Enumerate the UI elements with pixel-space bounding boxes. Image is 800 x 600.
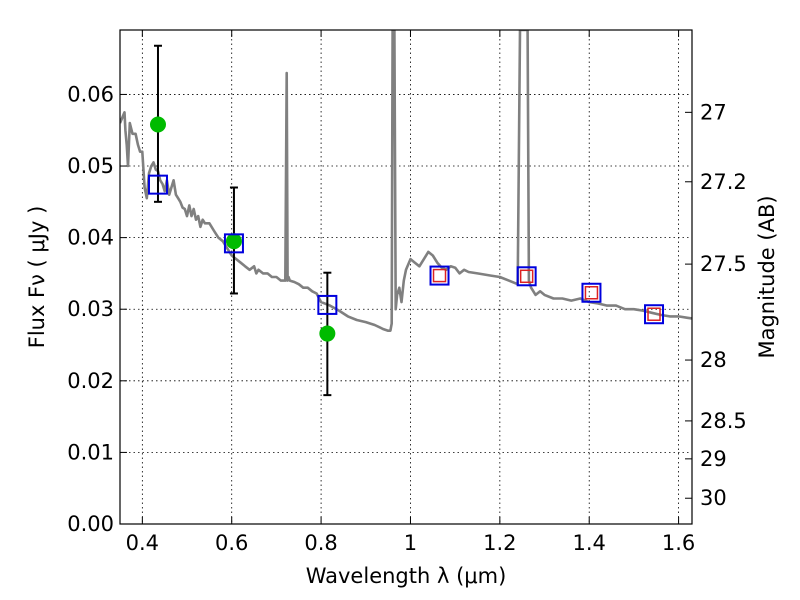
x-tick-label: 0.6: [215, 531, 248, 555]
observed-point: [225, 233, 242, 250]
model-square-marker: [429, 265, 450, 286]
predicted-square-marker: [519, 269, 534, 284]
y-tick-label: 0.04: [67, 226, 114, 250]
y2-axis-label: Magnitude (AB): [755, 195, 779, 358]
marker-layer: [147, 44, 665, 397]
model-square-marker: [516, 266, 537, 287]
plot-area-background: [120, 30, 692, 524]
y2-tick-label: 28.5: [700, 409, 747, 433]
predicted-square-marker: [432, 268, 447, 283]
y2-tick-label: 27.5: [700, 252, 747, 276]
y-tick-label: 0.05: [67, 154, 114, 178]
y2-tick-label: 28: [700, 348, 727, 372]
x-axis-label: Wavelength λ (μm): [306, 564, 507, 588]
y2-tick-label: 30: [700, 486, 727, 510]
y-axis-label: Flux Fν ( μJy ): [25, 206, 49, 349]
model-sed-line: [120, 30, 692, 332]
predicted-square-marker: [647, 307, 661, 321]
y-tick-label: 0.01: [67, 440, 114, 464]
x-tick-label: 0.4: [126, 531, 159, 555]
x-tick-label: 1.4: [573, 531, 606, 555]
model-square-marker: [317, 294, 338, 315]
x-tick-label: 1: [404, 531, 417, 555]
model-square-marker: [147, 174, 168, 195]
x-tick-label: 0.8: [304, 531, 337, 555]
y-tick-label: 0.00: [67, 512, 114, 536]
x-tick-label: 1.2: [483, 531, 516, 555]
observed-point: [149, 116, 166, 133]
y2-tick-label: 27: [700, 100, 727, 124]
y2-tick-label: 27.2: [700, 170, 747, 194]
plot-frame: [119, 29, 693, 525]
model-square-marker: [223, 233, 244, 254]
predicted-square-marker: [584, 286, 599, 300]
y2-tick-label: 29: [700, 447, 727, 471]
plot-layer: [120, 30, 692, 332]
observed-point: [319, 325, 336, 342]
y-tick-label: 0.02: [67, 369, 114, 393]
model-square-marker: [644, 304, 665, 325]
y-tick-label: 0.03: [67, 297, 114, 321]
axis-ticks: 0.4 0.6 0.8 1 1.2 1.4 1.6 0.00 0.01 0.02 0.03 0.04 0…: [67, 30, 747, 555]
x-tick-label: 1.6: [662, 531, 695, 555]
model-square-marker: [581, 282, 602, 303]
y-tick-label: 0.06: [67, 82, 114, 106]
